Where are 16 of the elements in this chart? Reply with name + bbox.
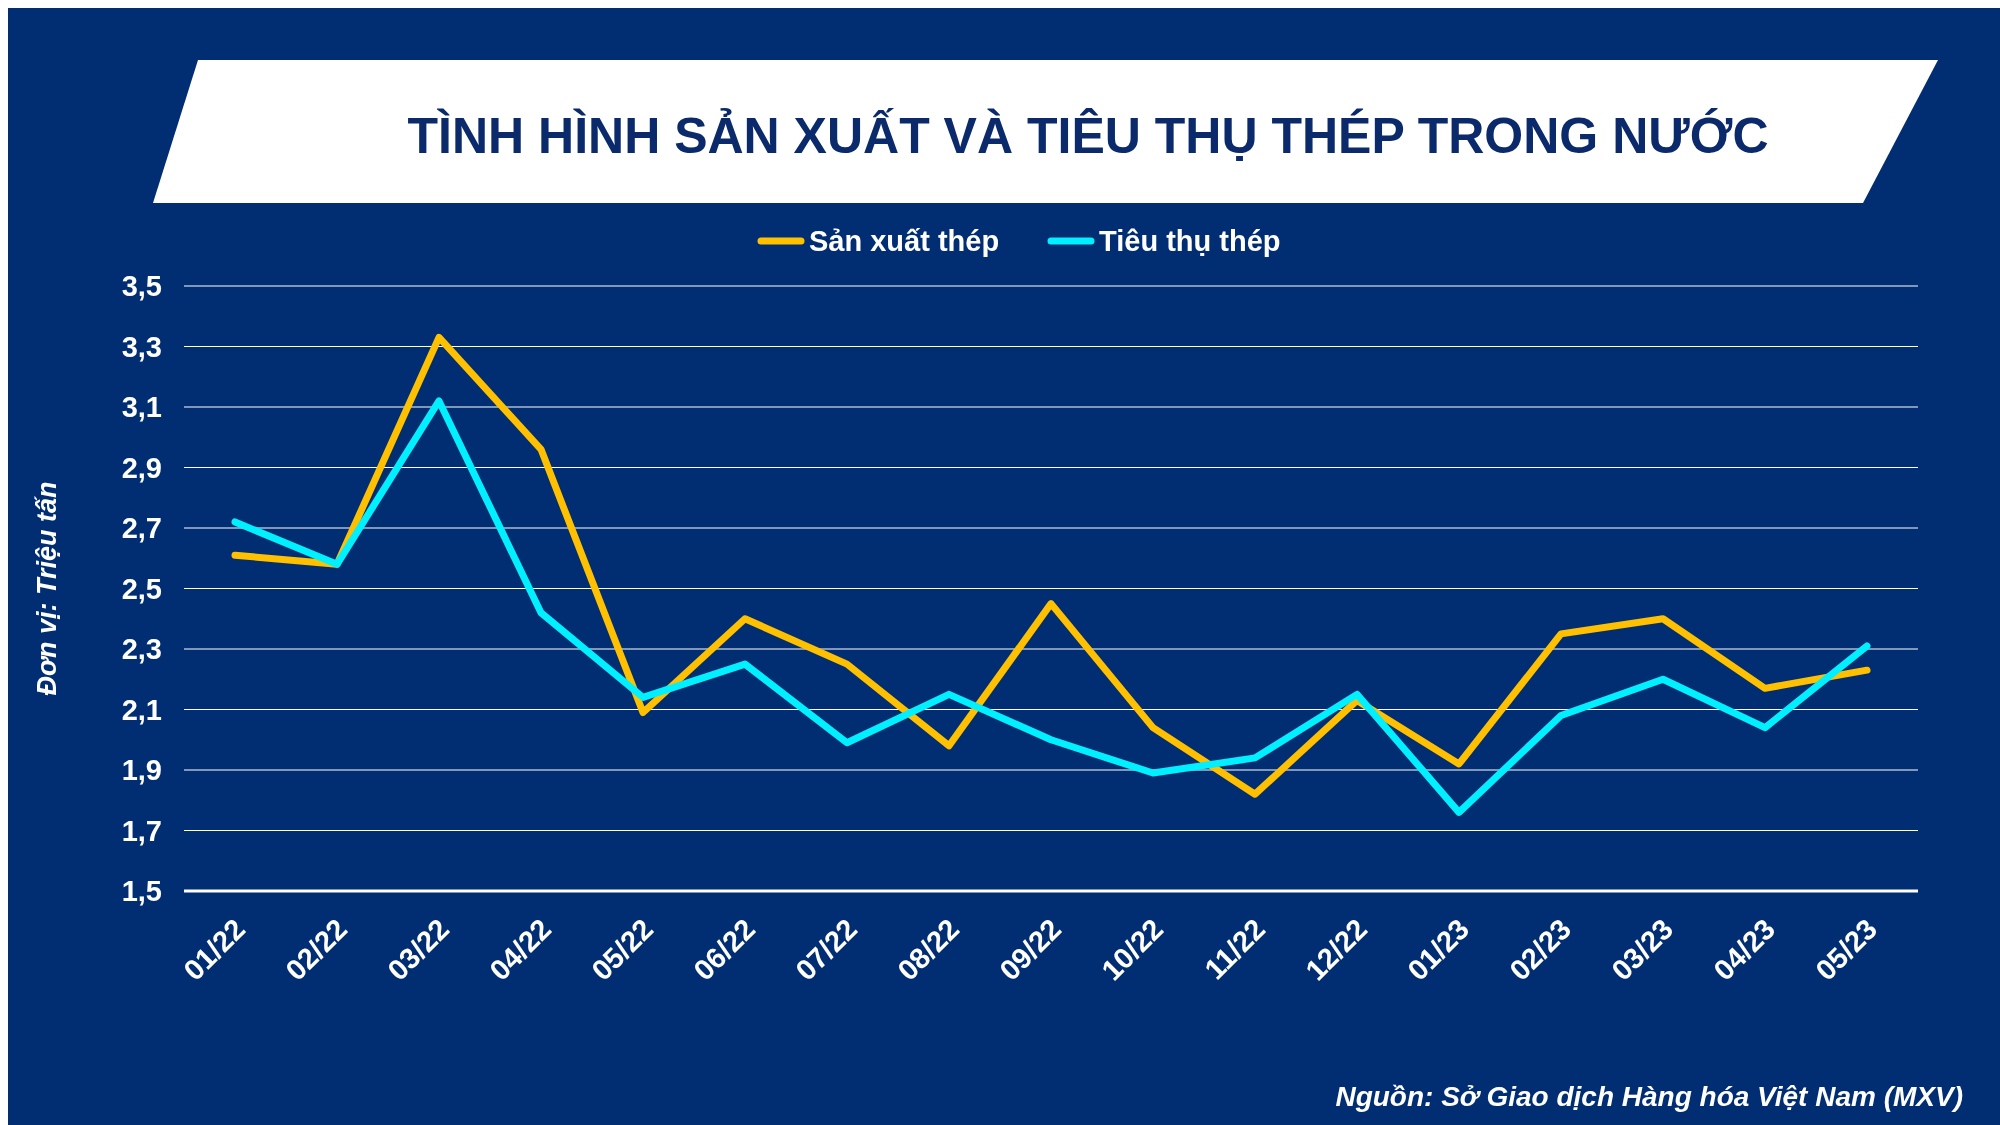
y-tick-label: 3,3 [121,330,162,363]
text: Nguồn: Sở Giao dịch Hàng hóa Việt Nam (MXV) [1335,1081,1963,1112]
legend-label: Sản xuất thép [809,225,1000,257]
y-axis-title: Đơn vị: Triệu tấn [32,481,62,696]
y-tick-label: 2,3 [121,633,162,665]
legend-label: Tiêu thụ thép [1099,225,1281,257]
y-tick-label: 2,7 [121,512,162,544]
y-tick-label: 2,5 [121,572,162,605]
chart-title: TÌNH HÌNH SẢN XUẤT VÀ TIÊU THỤ THÉP TRONG NƯỚC [407,108,1769,164]
y-tick-label: 1,5 [121,875,162,907]
y-tick-label: 3,1 [121,391,162,423]
y-tick-label: 3,5 [121,270,162,302]
y-tick-label: 2,1 [121,693,162,726]
y-tick-label: 1,7 [121,814,162,847]
y-tick-label: 1,9 [121,754,162,786]
y-tick-label: 2,9 [121,451,162,484]
